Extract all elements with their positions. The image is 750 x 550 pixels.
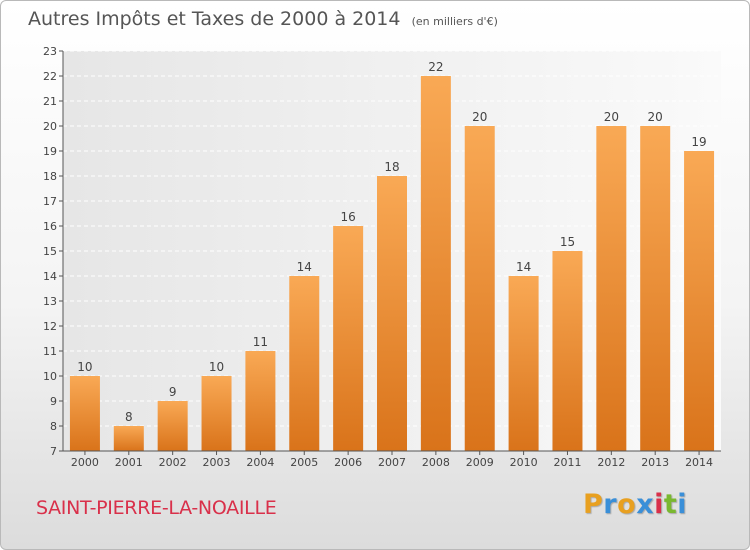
value-label-2004: 11	[253, 335, 268, 349]
bar-2013	[640, 126, 671, 451]
value-label-2006: 16	[340, 210, 355, 224]
x-tick-label-2011: 2011	[553, 456, 581, 469]
x-tick-label-2008: 2008	[422, 456, 450, 469]
value-label-2001: 8	[125, 410, 133, 424]
x-tick-label-2014: 2014	[685, 456, 713, 469]
x-tick-label-2005: 2005	[290, 456, 318, 469]
bar-2008	[420, 76, 451, 451]
logo-letter: i	[677, 489, 688, 520]
y-tick-label: 20	[43, 120, 57, 133]
bar-2014	[684, 151, 715, 451]
x-tick-label-2002: 2002	[159, 456, 187, 469]
commune-name: SAINT-PIERRE-LA-NOAILLE	[36, 497, 277, 519]
logo-letter: x	[636, 489, 655, 520]
y-tick-label: 16	[43, 220, 57, 233]
bar-2010	[508, 276, 539, 451]
value-label-2013: 20	[648, 110, 663, 124]
y-tick-label: 11	[43, 345, 57, 358]
value-label-2009: 20	[472, 110, 487, 124]
proxiti-logo[interactable]: Proxiti	[583, 489, 687, 520]
bar-2009	[464, 126, 495, 451]
x-tick-label-2010: 2010	[510, 456, 538, 469]
x-tick-label-2007: 2007	[378, 456, 406, 469]
y-tick-label: 15	[43, 245, 57, 258]
y-tick-label: 18	[43, 170, 57, 183]
value-label-2008: 22	[428, 60, 443, 74]
bar-2006	[333, 226, 364, 451]
y-tick-label: 21	[43, 95, 57, 108]
value-label-2000: 10	[77, 360, 92, 374]
bar-2007	[377, 176, 407, 451]
x-tick-label-2004: 2004	[246, 456, 274, 469]
y-tick-label: 7	[50, 445, 57, 458]
bar-2005	[289, 276, 320, 451]
logo-letter: r	[603, 489, 618, 520]
x-tick-label-2013: 2013	[641, 456, 669, 469]
y-tick-label: 22	[43, 70, 57, 83]
value-label-2003: 10	[209, 360, 224, 374]
value-label-2007: 18	[384, 160, 399, 174]
value-label-2011: 15	[560, 235, 575, 249]
x-tick-label-2001: 2001	[115, 456, 143, 469]
logo-letter: o	[617, 489, 637, 520]
bar-2000	[69, 376, 100, 451]
chart-title: Autres Impôts et Taxes de 2000 à 2014	[28, 8, 401, 30]
value-label-2014: 19	[691, 135, 706, 149]
y-tick-label: 8	[50, 420, 57, 433]
bar-2003	[201, 376, 232, 451]
y-tick-label: 14	[43, 270, 57, 283]
title-row: Autres Impôts et Taxes de 2000 à 2014 (e…	[28, 8, 498, 30]
y-tick-label: 13	[43, 295, 57, 308]
x-tick-label-2012: 2012	[597, 456, 625, 469]
bar-2002	[157, 401, 188, 451]
logo-letter: i	[654, 489, 664, 520]
y-tick-label: 9	[50, 395, 57, 408]
y-tick-label: 17	[43, 195, 57, 208]
y-tick-label: 10	[43, 370, 57, 383]
x-tick-label-2009: 2009	[466, 456, 494, 469]
value-label-2002: 9	[169, 385, 177, 399]
y-tick-label: 12	[43, 320, 57, 333]
x-tick-label-2000: 2000	[71, 456, 99, 469]
logo-letter: t	[663, 489, 678, 520]
bar-2004	[245, 351, 276, 451]
value-label-2010: 14	[516, 260, 531, 274]
value-label-2005: 14	[297, 260, 312, 274]
bar-2001	[113, 426, 144, 451]
bar-2011	[552, 251, 583, 451]
bar-2012	[596, 126, 627, 451]
y-tick-label: 23	[43, 45, 57, 58]
y-tick-label: 19	[43, 145, 57, 158]
logo-letter: P	[583, 489, 604, 520]
x-tick-label-2003: 2003	[203, 456, 231, 469]
value-label-2012: 20	[604, 110, 619, 124]
x-tick-label-2006: 2006	[334, 456, 362, 469]
unit-note: (en milliers d'€)	[411, 15, 498, 28]
